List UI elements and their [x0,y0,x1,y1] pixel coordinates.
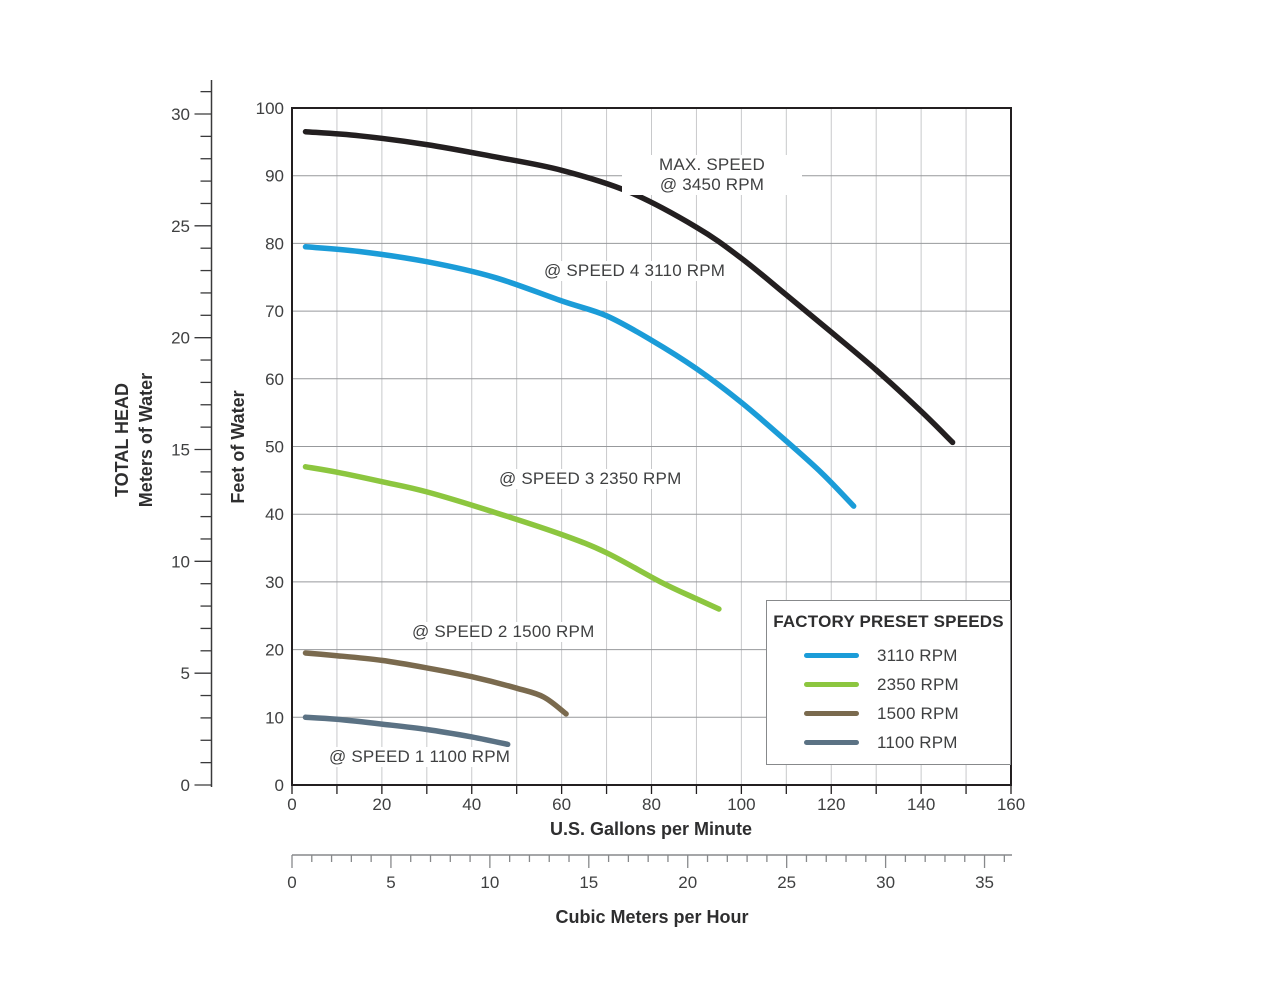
curve-3110-rpm [302,244,857,509]
y-axis-secondary-title: TOTAL HEAD Meters of Water [110,240,158,640]
x-axis-tick-label: 0 [287,795,296,814]
curve-label-speed3: @ SPEED 3 2350 RPM [496,469,685,489]
x-axis-tick-label: 20 [372,795,391,814]
x-axis-tick-label: 40 [462,795,481,814]
legend-swatch-1500-icon [804,711,859,716]
legend-item-2350: 2350 RPM [767,670,1010,699]
y-axis-tick-label: 100 [256,99,284,118]
legend-label-3110: 3110 RPM [877,645,958,665]
x-axis-primary-title: U.S. Gallons per Minute [549,819,753,839]
legend-item-1100: 1100 RPM [767,728,1010,757]
m3h-axis-tick-label: 25 [777,873,796,892]
meters-axis-tick-label: 20 [171,329,190,348]
curve-2350-rpm [302,464,722,612]
legend-swatch-2350-icon [804,682,859,687]
y-axis-tick-label: 80 [265,234,284,253]
meters-axis-tick-label: 30 [171,105,190,124]
y-axis-secondary-title-line2: Meters of Water [136,372,156,508]
y-axis-tick-label: 10 [265,708,284,727]
x-axis-tick-label: 100 [727,795,755,814]
x-axis-tick-label: 120 [817,795,845,814]
m3h-axis-tick-label: 10 [480,873,499,892]
y-axis-tick-label: 40 [265,505,284,524]
legend-item-1500: 1500 RPM [767,699,1010,728]
m3h-axis-tick-label: 35 [975,873,994,892]
y-axis-primary-title: Feet of Water [228,390,248,504]
meters-axis-tick-label: 25 [171,217,190,236]
meters-axis-tick-label: 10 [171,552,190,571]
curve-label-max-speed: MAX. SPEED @ 3450 RPM [622,155,802,195]
curve-1100-rpm [302,714,511,748]
curve-1500-rpm [302,650,569,717]
x-axis-tick-label: 160 [997,795,1025,814]
curve-label-speed1: @ SPEED 1 1100 RPM [326,747,514,767]
x-axis-tick-label: 80 [642,795,661,814]
x-axis-tick-label: 60 [552,795,571,814]
y-axis-tick-label: 0 [275,776,284,795]
legend-rows: 3110 RPM 2350 RPM 1500 RPM 1100 RPM [767,641,1010,757]
legend-title: FACTORY PRESET SPEEDS [773,612,1004,631]
y-axis-tick-label: 30 [265,573,284,592]
curve-label-speed2: @ SPEED 2 1500 RPM [409,622,598,642]
x-axis-secondary-title: Cubic Meters per Hour [555,907,749,927]
m3h-axis-tick-label: 15 [579,873,598,892]
legend-swatch-3110-icon [804,653,859,658]
m3h-axis-tick-label: 30 [876,873,895,892]
meters-axis-tick-label: 5 [181,664,190,683]
curve-label-max-speed-line2: @ 3450 RPM [659,175,765,194]
legend-item-3110: 3110 RPM [767,641,1010,670]
legend-label-1100: 1100 RPM [877,732,958,752]
legend-swatch-1100-icon [804,740,859,745]
legend-label-2350: 2350 RPM [877,674,959,694]
y-axis-tick-label: 70 [265,302,284,321]
y-axis-tick-label: 20 [265,641,284,660]
y-axis-tick-label: 50 [265,438,284,457]
legend: FACTORY PRESET SPEEDS 3110 RPM 2350 RPM … [766,600,1011,765]
m3h-axis-tick-label: 5 [386,873,395,892]
m3h-axis-tick-label: 0 [287,873,296,892]
y-axis-secondary-title-line1: TOTAL HEAD [112,383,132,498]
y-axis-tick-label: 60 [265,370,284,389]
x-axis-tick-label: 140 [907,795,935,814]
legend-label-1500: 1500 RPM [877,703,959,723]
m3h-axis-tick-label: 20 [678,873,697,892]
meters-axis-tick-label: 15 [171,441,190,460]
y-axis-tick-label: 90 [265,167,284,186]
curve-3450-rpm [302,128,956,446]
meters-axis-tick-label: 0 [181,776,190,795]
curve-label-speed4: @ SPEED 4 3110 RPM [541,261,729,281]
curve-label-max-speed-line1: MAX. SPEED [659,155,765,174]
